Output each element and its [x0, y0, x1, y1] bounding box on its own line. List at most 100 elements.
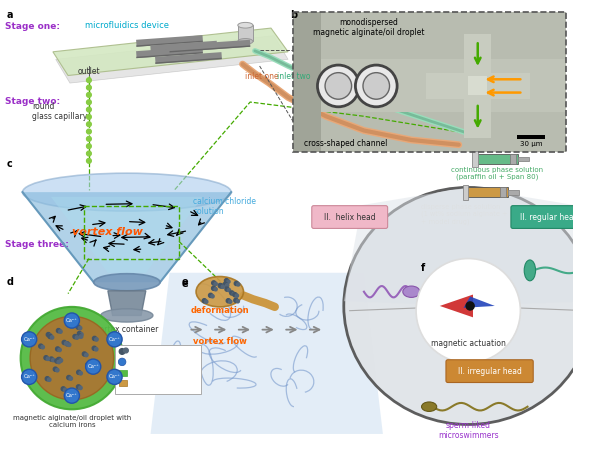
Text: inlet two: inlet two: [277, 72, 310, 81]
Circle shape: [107, 369, 122, 384]
Circle shape: [214, 282, 217, 285]
Circle shape: [221, 285, 224, 288]
Circle shape: [325, 72, 352, 99]
Text: cross-shaped channel: cross-shaped channel: [304, 139, 388, 148]
Text: sperm-liked
microswimmers: sperm-liked microswimmers: [438, 421, 499, 440]
Circle shape: [67, 375, 71, 380]
Circle shape: [57, 360, 61, 364]
Text: continuous phase solution
(paraffin oil + Span 80): continuous phase solution (paraffin oil …: [451, 166, 543, 180]
Ellipse shape: [196, 277, 244, 307]
Bar: [293, 12, 566, 152]
Circle shape: [61, 387, 65, 391]
Circle shape: [223, 282, 227, 286]
Bar: [472, 151, 478, 166]
Circle shape: [317, 65, 359, 107]
Circle shape: [79, 372, 82, 375]
Circle shape: [86, 144, 91, 148]
Bar: [425, 72, 530, 99]
Circle shape: [48, 334, 52, 338]
Circle shape: [234, 281, 238, 286]
Circle shape: [226, 299, 230, 303]
Circle shape: [41, 346, 44, 349]
Polygon shape: [23, 192, 231, 282]
Text: vortex container: vortex container: [95, 325, 158, 334]
Text: e: e: [182, 278, 188, 288]
Circle shape: [65, 342, 69, 346]
Circle shape: [118, 358, 126, 366]
Text: f: f: [421, 263, 425, 273]
Circle shape: [67, 343, 71, 346]
Circle shape: [44, 356, 48, 360]
Bar: [119, 380, 127, 386]
Circle shape: [88, 364, 91, 368]
Circle shape: [219, 284, 223, 288]
Circle shape: [80, 333, 83, 336]
Circle shape: [20, 307, 123, 410]
Circle shape: [86, 359, 101, 374]
Circle shape: [92, 346, 97, 351]
Circle shape: [230, 291, 234, 295]
Circle shape: [76, 385, 80, 389]
Circle shape: [232, 292, 235, 296]
Polygon shape: [238, 25, 253, 41]
Polygon shape: [464, 297, 495, 308]
Bar: [500, 187, 506, 197]
Circle shape: [59, 359, 62, 362]
Circle shape: [95, 338, 98, 341]
Circle shape: [86, 151, 91, 156]
Text: 30 μm: 30 μm: [520, 141, 542, 147]
Circle shape: [221, 285, 224, 288]
Circle shape: [86, 136, 91, 141]
Text: Ca²⁺: Ca²⁺: [66, 393, 78, 398]
Text: microfluidics device: microfluidics device: [85, 22, 169, 31]
Text: calcium irons: calcium irons: [131, 359, 173, 364]
Circle shape: [224, 279, 229, 283]
Circle shape: [85, 353, 88, 357]
Polygon shape: [108, 291, 146, 315]
Bar: [119, 370, 127, 376]
Circle shape: [236, 300, 239, 303]
Bar: [463, 184, 468, 200]
Text: b: b: [290, 10, 297, 20]
Text: Ca²⁺: Ca²⁺: [88, 364, 99, 369]
Text: Ca²⁺: Ca²⁺: [66, 318, 78, 323]
Text: II. regular head: II. regular head: [520, 212, 578, 221]
Circle shape: [119, 349, 125, 354]
Circle shape: [205, 300, 208, 303]
Circle shape: [363, 72, 389, 99]
Circle shape: [86, 363, 90, 367]
Ellipse shape: [238, 39, 253, 44]
Circle shape: [22, 369, 37, 384]
Text: disperse phase solution
(1 wt% sodium alginate + Fe₃O₄ nanoparticle
+ model drug: disperse phase solution (1 wt% sodium al…: [421, 203, 572, 225]
Circle shape: [227, 288, 230, 292]
Circle shape: [235, 294, 238, 297]
Circle shape: [58, 348, 61, 351]
Polygon shape: [440, 295, 473, 317]
Text: d: d: [7, 278, 13, 288]
Ellipse shape: [422, 402, 437, 411]
Text: Stage one:: Stage one:: [5, 22, 61, 32]
Circle shape: [79, 386, 82, 390]
Circle shape: [69, 377, 73, 380]
Polygon shape: [56, 36, 288, 83]
Bar: [84, 207, 179, 259]
Circle shape: [124, 348, 128, 353]
Text: Stage three:: Stage three:: [5, 239, 70, 248]
Text: sodium alginate: sodium alginate: [131, 379, 181, 384]
Circle shape: [226, 284, 229, 287]
Circle shape: [56, 358, 61, 362]
Circle shape: [46, 357, 50, 360]
Circle shape: [234, 298, 238, 302]
Ellipse shape: [238, 22, 253, 28]
Circle shape: [57, 357, 61, 361]
Text: magnetic actuation: magnetic actuation: [431, 339, 506, 348]
Text: II.  helix head: II. helix head: [324, 212, 376, 221]
Circle shape: [64, 388, 79, 403]
Circle shape: [212, 286, 216, 290]
Circle shape: [39, 344, 43, 348]
Circle shape: [76, 325, 80, 329]
Circle shape: [107, 332, 122, 347]
Text: monodispersed
magnetic alginate/oil droplet: monodispersed magnetic alginate/oil drop…: [313, 18, 424, 37]
Circle shape: [355, 65, 397, 107]
Circle shape: [86, 114, 91, 119]
